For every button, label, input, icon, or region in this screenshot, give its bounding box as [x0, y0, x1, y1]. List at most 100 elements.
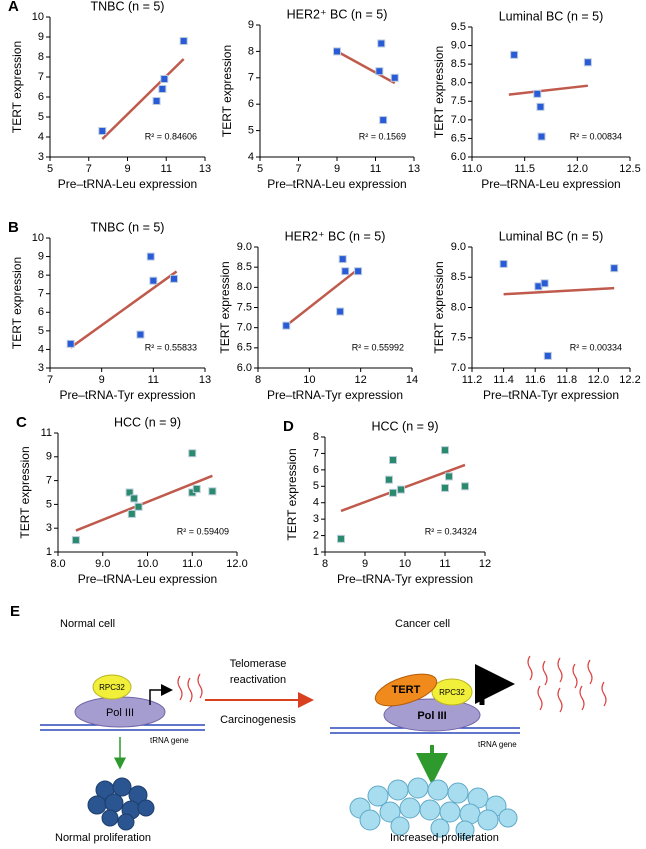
y-tick-label: 8 — [38, 269, 44, 281]
y-tick-label: 9 — [38, 31, 44, 43]
y-tick-label: 7.0 — [237, 322, 252, 334]
point — [337, 534, 345, 543]
point — [149, 276, 158, 285]
y-axis-label: TERT expression — [432, 46, 446, 138]
x-tick-label: 8 — [322, 558, 328, 570]
y-tick-label: 8.0 — [451, 301, 466, 313]
y-tick-label: 2 — [313, 529, 319, 541]
x-axis-label: Pre–tRNA-Tyr expression — [59, 388, 195, 402]
y-tick-label: 9 — [46, 451, 52, 463]
x-tick-label: 13 — [408, 163, 420, 175]
transition-top: Telomerase — [230, 658, 287, 670]
point — [188, 449, 197, 458]
x-tick-label: 5 — [257, 163, 263, 175]
r-squared: R² = 0.00834 — [570, 131, 622, 141]
point — [338, 255, 347, 264]
y-tick-label: 7.5 — [451, 332, 466, 344]
y-tick-label: 10 — [32, 11, 44, 23]
pol-iii — [383, 698, 481, 732]
cells — [349, 777, 518, 840]
x-tick-label: 12.0 — [226, 558, 247, 570]
chart-title: TNBC (n = 5) — [91, 220, 165, 234]
point — [333, 47, 341, 56]
point — [499, 259, 508, 268]
point — [282, 321, 291, 330]
x-tick-label: 12.0 — [588, 374, 609, 386]
transcription-arrow — [149, 684, 173, 705]
point — [543, 351, 552, 360]
rpc32 — [92, 674, 132, 700]
y-tick-label: 6.0 — [451, 151, 466, 163]
y-tick-label: 7 — [38, 71, 44, 83]
y-tick-label: 7 — [313, 447, 319, 459]
chart-title: HER2⁺ BC (n = 5) — [287, 7, 388, 21]
point — [146, 252, 155, 261]
trend-line — [69, 270, 178, 349]
x-axis-label: Pre–tRNA-Leu expression — [58, 177, 197, 191]
point — [160, 75, 169, 83]
y-axis-label: TERT expression — [18, 446, 32, 538]
y-axis-label: TERT expression — [218, 261, 232, 353]
y-tick-label: 7.5 — [237, 301, 252, 313]
y-tick-label: 11 — [41, 427, 52, 439]
panel-label: A — [8, 0, 19, 15]
gene-label: tRNA gene — [478, 740, 517, 749]
point — [389, 456, 397, 464]
x-tick-label: 11.8 — [557, 374, 578, 386]
y-tick-label: 6 — [313, 464, 319, 476]
y-tick-label: 6 — [38, 91, 44, 103]
x-tick-label: 10 — [303, 374, 315, 386]
chart-title: HER2⁺ BC (n = 5) — [285, 229, 386, 243]
x-tick-label: 12 — [479, 558, 491, 570]
x-tick-label: 11 — [439, 558, 450, 570]
panel-label: E — [10, 603, 20, 620]
point — [377, 39, 386, 48]
x-tick-label: 11.0 — [182, 558, 203, 570]
rpc-label: RPC32 — [439, 688, 465, 697]
y-tick-label: 7 — [38, 288, 44, 300]
r-squared: R² = 0.34324 — [425, 526, 477, 536]
point — [208, 487, 217, 496]
x-tick-label: 12.0 — [567, 163, 588, 175]
point — [336, 307, 345, 316]
x-axis-label: Pre–tRNA-Leu expression — [481, 177, 620, 191]
point — [537, 132, 546, 141]
y-tick-label: 1 — [313, 546, 319, 558]
point — [385, 475, 393, 484]
trend-line — [508, 84, 589, 96]
point — [192, 484, 201, 493]
y-tick-label: 5 — [248, 125, 254, 137]
trna — [177, 673, 203, 703]
y-tick-label: 6 — [38, 306, 44, 318]
y-tick-label: 8.5 — [237, 261, 252, 273]
chart-title: HCC (n = 9) — [371, 419, 438, 433]
y-tick-label: 10 — [32, 232, 44, 244]
y-tick-label: 9.5 — [451, 21, 466, 33]
pol-label: Pol III — [417, 710, 446, 722]
y-axis-label: TERT expression — [10, 257, 24, 349]
point — [170, 274, 178, 283]
chart-title: HCC (n = 9) — [114, 415, 181, 429]
x-tick-label: 9.0 — [95, 558, 110, 570]
y-tick-label: 8.0 — [451, 77, 466, 89]
y-tick-label: 8 — [38, 51, 44, 63]
y-tick-label: 3 — [313, 513, 319, 525]
x-tick-label: 11 — [161, 163, 172, 175]
trend-line — [75, 474, 213, 532]
y-tick-label: 5 — [38, 325, 44, 337]
y-tick-label: 6.5 — [451, 132, 466, 144]
x-tick-label: 11.0 — [462, 163, 483, 175]
y-axis-label: TERT expression — [10, 41, 24, 133]
point — [66, 339, 75, 348]
y-tick-label: 3 — [38, 362, 44, 374]
x-tick-label: 9 — [124, 163, 130, 175]
trend-line — [503, 286, 615, 296]
point — [540, 279, 549, 288]
x-axis-label: Pre–tRNA-Leu expression — [267, 177, 406, 191]
x-tick-label: 9 — [334, 163, 340, 175]
chart-title: Luminal BC (n = 5) — [499, 9, 604, 23]
y-tick-label: 9.0 — [451, 39, 466, 51]
point — [510, 50, 519, 59]
chart-title: TNBC (n = 5) — [91, 0, 165, 13]
y-tick-label: 6.5 — [237, 342, 252, 354]
